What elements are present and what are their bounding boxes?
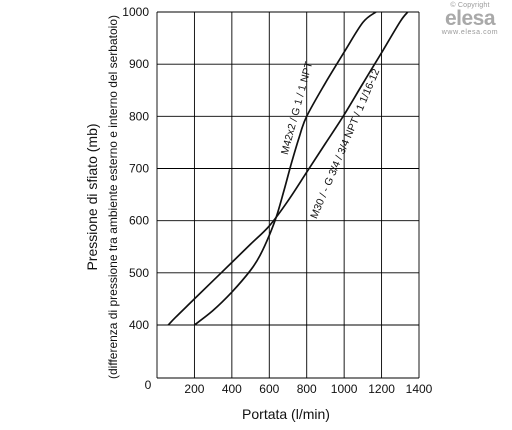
brand-logo: © Copyright elesa www.elesa.com xyxy=(438,2,502,36)
y-tick-label-900: 900 xyxy=(129,57,149,71)
series-line-1 xyxy=(167,11,409,326)
x-tick-label-800: 800 xyxy=(297,382,317,396)
x-tick-label-600: 600 xyxy=(259,382,279,396)
x-tick-label-1200: 1200 xyxy=(368,382,395,396)
y-tick-label-400: 400 xyxy=(129,318,149,332)
y-tick-label-500: 500 xyxy=(129,266,149,280)
grid xyxy=(156,11,420,379)
series-line-0 xyxy=(193,11,377,326)
y-tick-label-600: 600 xyxy=(129,214,149,228)
x-axis-label: Portata (l/min) xyxy=(242,406,330,422)
y-axis-sublabel: (differenza di pressione tra ambiente es… xyxy=(106,15,120,379)
series-label-m30: M30 / - G 3/4 / 3/4 NPT / 1 1/16-12 xyxy=(308,67,382,220)
x-tick-label-1400: 1400 xyxy=(406,382,433,396)
x-tick-label-1000: 1000 xyxy=(331,382,358,396)
copyright-text: © Copyright xyxy=(450,2,490,9)
x-tick-label-200: 200 xyxy=(184,382,204,396)
y-axis-label: Pressione di sfiato (mb) xyxy=(84,123,100,270)
brand-name: elesa xyxy=(444,7,496,30)
x-tick-label-400: 400 xyxy=(222,382,242,396)
origin-tick-label: 0 xyxy=(145,378,152,392)
y-tick-label-1000: 1000 xyxy=(122,5,149,19)
y-tick-label-700: 700 xyxy=(129,162,149,176)
brand-url: www.elesa.com xyxy=(441,29,499,36)
series-curves xyxy=(167,11,409,326)
tick-labels: 200 400 600 800 1000 1200 1400 400 500 600 700 800 9… xyxy=(122,5,432,396)
y-tick-label-800: 800 xyxy=(129,109,149,123)
